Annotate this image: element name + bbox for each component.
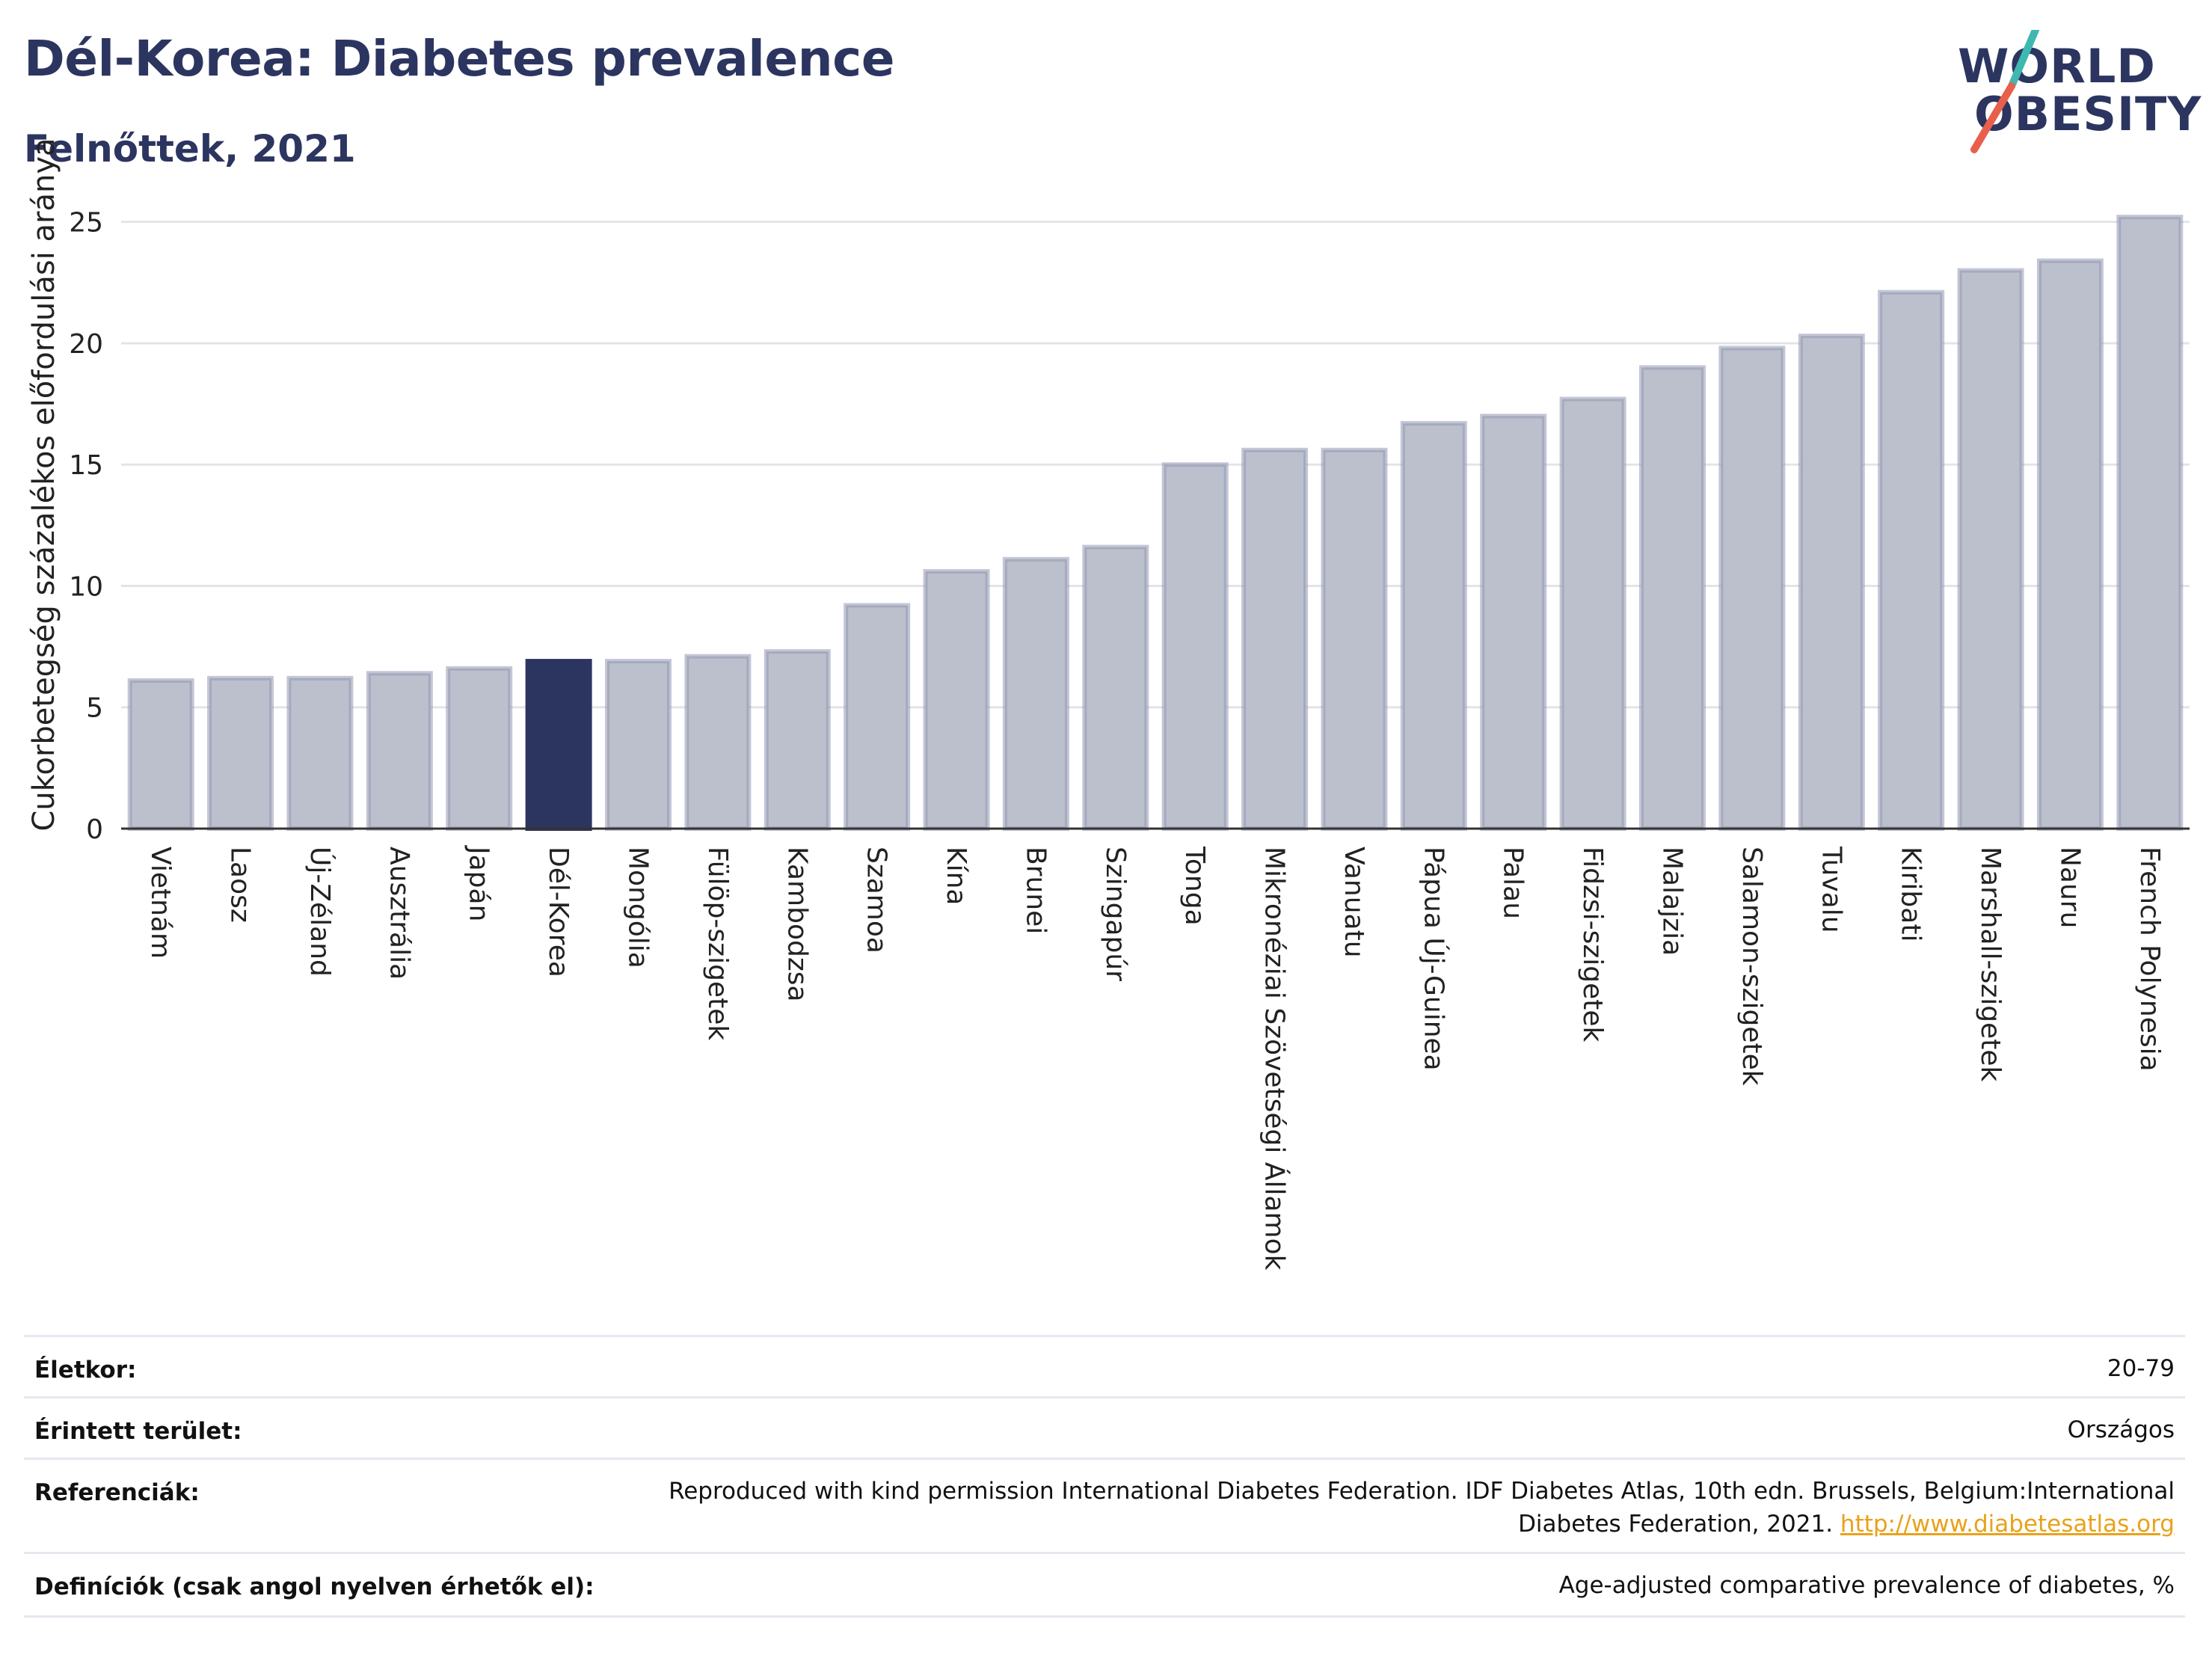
y-tick-label: 20 xyxy=(69,329,103,360)
logo-word-obesity: OBESITY xyxy=(1974,87,2202,141)
details-row-age: Életkor: 20-79 xyxy=(24,1335,2185,1398)
x-tick-label: Nauru xyxy=(2054,847,2085,928)
details-label: Érintett terület: xyxy=(34,1418,242,1445)
details-row-definitions: Definíciók (csak angol nyelven érhetők e… xyxy=(24,1552,2185,1618)
page-title: Dél-Korea: Diabetes prevalence xyxy=(24,30,895,87)
x-tick-label: Tonga xyxy=(1179,846,1210,926)
y-tick-label: 0 xyxy=(86,814,103,845)
bar-palau xyxy=(1480,414,1547,831)
details-row-references: Referenciák: Reproduced with kind permis… xyxy=(24,1458,2185,1554)
y-tick-label: 25 xyxy=(69,208,103,239)
bar-french-polynesia xyxy=(2116,215,2184,832)
x-tick-label: Malajzia xyxy=(1657,847,1688,956)
bar-vietnám xyxy=(127,678,194,831)
x-tick-label: Vanuatu xyxy=(1339,847,1369,958)
x-tick-label: Ausztrália xyxy=(384,847,414,980)
x-tick-label: Mikronéziai Szövetségi Államok xyxy=(1259,847,1291,1271)
bar-mongólia xyxy=(605,659,672,832)
details-row-area: Érintett terület: Országos xyxy=(24,1396,2185,1460)
x-tick-label: Pápua Új-Guinea xyxy=(1418,847,1449,1071)
bar-laosz xyxy=(207,675,274,832)
bar-fülöp-szigetek xyxy=(684,654,752,831)
bar-kiribati xyxy=(1878,289,1945,831)
details-label: Definíciók (csak angol nyelven érhetők e… xyxy=(34,1573,595,1600)
world-obesity-logo[interactable]: WORLD OBESITY xyxy=(1944,30,2202,157)
x-tick-label: Palau xyxy=(1498,847,1529,919)
bar-pápua-új-guinea xyxy=(1400,421,1467,831)
x-tick-label: Laosz xyxy=(225,847,256,923)
details-label: Referenciák: xyxy=(34,1479,200,1506)
bar-ausztrália xyxy=(366,671,433,831)
bar-malajzia xyxy=(1639,365,1706,831)
details-value: Age-adjusted comparative prevalence of d… xyxy=(1558,1572,2175,1599)
bar-tonga xyxy=(1161,462,1229,831)
bar-marshall-szigetek xyxy=(1957,268,2024,831)
x-tick-label: Új-Zéland xyxy=(304,847,336,977)
details-value: Reproduced with kind permission Internat… xyxy=(604,1475,2175,1541)
x-tick-label: Brunei xyxy=(1020,847,1051,934)
y-tick-label: 10 xyxy=(69,571,103,602)
bar-salamon-szigetek xyxy=(1718,346,1786,831)
x-tick-label: Mongólia xyxy=(623,847,654,968)
logo-word-world: WORLD xyxy=(1958,39,2156,93)
details-value: Országos xyxy=(2067,1416,2175,1443)
x-tick-label: Szingapúr xyxy=(1100,847,1131,981)
details-value: 20-79 xyxy=(2107,1355,2175,1382)
y-tick-label: 15 xyxy=(69,450,103,481)
details-label: Életkor: xyxy=(34,1357,137,1384)
x-tick-label: Japán xyxy=(464,845,494,921)
bar-nauru xyxy=(2036,258,2104,831)
bar-tuvalu xyxy=(1798,334,1865,832)
bar-mikronéziai-szövetségi-államok xyxy=(1241,447,1309,831)
bar-kambodzsa xyxy=(764,649,831,832)
bar-szamoa xyxy=(844,603,911,831)
bar-japán xyxy=(446,666,513,832)
bar-fidzsi-szigetek xyxy=(1559,396,1626,831)
page-subtitle: Felnőttek, 2021 xyxy=(24,127,356,171)
reference-text: Reproduced with kind permission Internat… xyxy=(669,1478,2175,1538)
bar-dél-korea xyxy=(525,659,592,832)
x-tick-label: French Polynesia xyxy=(2134,847,2165,1072)
x-tick-label: Kína xyxy=(941,847,971,906)
x-tick-label: Fidzsi-szigetek xyxy=(1577,847,1608,1043)
x-tick-label: Fülöp-szigetek xyxy=(702,847,733,1040)
x-tick-label: Kiribati xyxy=(1896,847,1926,942)
y-axis-label: Cukorbetegség százalékos előfordulási ar… xyxy=(27,138,61,831)
x-tick-label: Marshall-szigetek xyxy=(1975,847,2006,1081)
bar-új-zéland xyxy=(286,675,354,832)
bar-vanuatu xyxy=(1321,447,1388,831)
bar-szingapúr xyxy=(1082,544,1149,831)
x-tick-label: Vietnám xyxy=(145,847,176,959)
x-tick-label: Salamon-szigetek xyxy=(1736,847,1767,1086)
x-tick-label: Dél-Korea xyxy=(543,847,574,977)
reference-link[interactable]: http://www.diabetesatlas.org xyxy=(1840,1511,2175,1538)
bar-kína xyxy=(923,569,990,831)
x-tick-label: Szamoa xyxy=(861,847,892,954)
x-tick-label: Tuvalu xyxy=(1816,846,1846,933)
logo-slash-icon xyxy=(1970,30,2039,153)
x-tick-label: Kambodzsa xyxy=(781,847,812,1002)
y-tick-label: 5 xyxy=(86,693,103,724)
bar-chart: 0 5 10 15 20 25 Vietnám Laosz Új-Zéland Ausztráli… xyxy=(27,138,2190,1271)
bar-brunei xyxy=(1002,556,1069,831)
